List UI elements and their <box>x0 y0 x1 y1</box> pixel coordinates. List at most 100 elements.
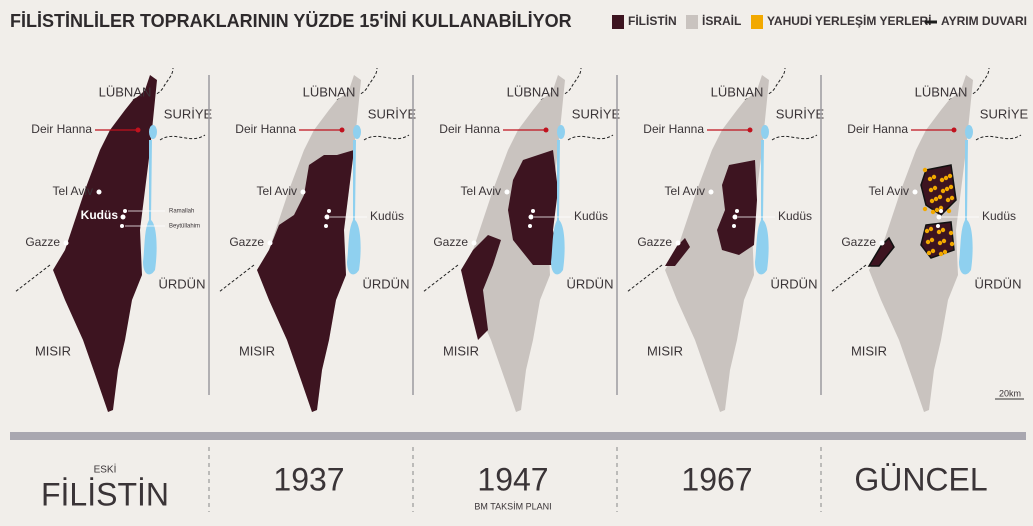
palestinian-territory <box>257 150 354 412</box>
country-label: ÜRDÜN <box>975 276 1022 291</box>
settlement <box>940 227 946 233</box>
city-label: Kudüs <box>982 209 1016 223</box>
city-dot <box>120 224 124 228</box>
caption-title: GÜNCEL <box>854 461 987 497</box>
city-dot <box>339 127 345 133</box>
city-label: Tel Aviv <box>461 184 501 198</box>
city-dot <box>504 189 510 195</box>
city-label: Tel Aviv <box>257 184 297 198</box>
map-panel: LÜBNAN SURİYE ÜRDÜN MISIR Deir Hanna Tel Aviv… <box>616 67 825 512</box>
territory <box>665 75 769 412</box>
caption-title: 1937 <box>273 461 344 497</box>
city-label: Gazze <box>433 235 468 249</box>
legend-swatch <box>751 15 763 29</box>
country-label: SURİYE <box>776 106 825 121</box>
dead-sea <box>551 140 565 275</box>
settlement <box>925 239 931 245</box>
city-dot <box>324 214 330 220</box>
city-label: Kudüs <box>81 208 119 222</box>
border <box>830 264 867 293</box>
settlement <box>938 251 944 257</box>
city-dot <box>912 189 918 195</box>
city-label: Beytüllahim <box>169 224 200 230</box>
city-label: Kudüs <box>370 209 404 223</box>
settlement <box>947 173 953 179</box>
border <box>14 264 51 293</box>
city-dot <box>324 224 328 228</box>
settlement <box>928 226 934 232</box>
lake <box>557 125 565 139</box>
city-dot <box>531 209 535 213</box>
settlement <box>932 185 938 191</box>
border <box>159 134 206 141</box>
settlement <box>922 167 928 173</box>
city-dot <box>732 214 738 220</box>
palestinian-territory <box>461 235 501 340</box>
settlement <box>929 198 935 204</box>
country-label: LÜBNAN <box>507 84 560 99</box>
dead-sea <box>143 140 157 275</box>
settlement <box>931 174 937 180</box>
palestinian-territory <box>717 160 757 255</box>
city-dot <box>732 224 736 228</box>
city-label: Ramallah <box>169 209 194 215</box>
country-label: MISIR <box>35 343 71 358</box>
settlement <box>934 207 940 213</box>
city-dot <box>936 214 942 220</box>
city-label: Deir Hanna <box>235 122 296 136</box>
city-dot <box>936 224 940 228</box>
city-dot <box>735 209 739 213</box>
settlement <box>941 238 947 244</box>
city-label: Deir Hanna <box>643 122 704 136</box>
border <box>363 134 410 141</box>
city-dot <box>528 224 532 228</box>
city-label: Deir Hanna <box>439 122 500 136</box>
city-label: Kudüs <box>778 209 812 223</box>
legend-swatch <box>612 15 624 29</box>
city-label: Tel Aviv <box>53 184 93 198</box>
lake <box>761 125 769 139</box>
city-dot <box>708 189 714 195</box>
title: FİLİSTİNLİLER TOPRAKLARININ YÜZDE 15'İNİ… <box>10 11 572 31</box>
map-panel: LÜBNAN SURİYE ÜRDÜN MISIR Deir Hanna Tel Aviv… <box>820 67 1029 512</box>
settlement <box>949 195 955 201</box>
dead-sea <box>347 140 361 275</box>
settlement <box>943 175 949 181</box>
country-label: ÜRDÜN <box>567 276 614 291</box>
settlement <box>926 250 932 256</box>
settlement <box>948 184 954 190</box>
city-dot <box>939 209 943 213</box>
city-dot <box>120 214 126 220</box>
settlement <box>948 230 954 236</box>
city-dot <box>135 127 141 133</box>
settlement <box>930 248 936 254</box>
lake <box>149 125 157 139</box>
city-dot <box>327 209 331 213</box>
legend-swatch <box>686 15 698 29</box>
country-label: MISIR <box>239 343 275 358</box>
settlement <box>949 241 955 247</box>
caption-title: FİLİSTİN <box>41 476 169 512</box>
settlement <box>937 240 943 246</box>
country-label: ÜRDÜN <box>363 276 410 291</box>
palestinian-territory <box>867 236 895 267</box>
map-panel: LÜBNAN SURİYE ÜRDÜN MISIR Deir Hanna Tel Aviv… <box>14 67 213 512</box>
city-dot <box>879 240 885 246</box>
border <box>771 134 818 141</box>
country-label: SURİYE <box>980 106 1029 121</box>
palestinian-territory <box>665 238 690 266</box>
city-dot <box>123 209 127 213</box>
settlement <box>946 208 952 214</box>
city-dot <box>951 127 957 133</box>
settlement <box>927 176 933 182</box>
city-dot <box>63 240 69 246</box>
city-dot <box>543 127 549 133</box>
city-label: Gazze <box>637 235 672 249</box>
map-panel: LÜBNAN SURİYE ÜRDÜN MISIR Deir Hanna Tel Aviv… <box>208 67 417 512</box>
divider-band <box>10 432 1026 440</box>
settlement <box>922 206 928 212</box>
caption-title: 1947 <box>477 461 548 497</box>
dead-sea <box>959 140 973 275</box>
dead-sea <box>755 140 769 275</box>
